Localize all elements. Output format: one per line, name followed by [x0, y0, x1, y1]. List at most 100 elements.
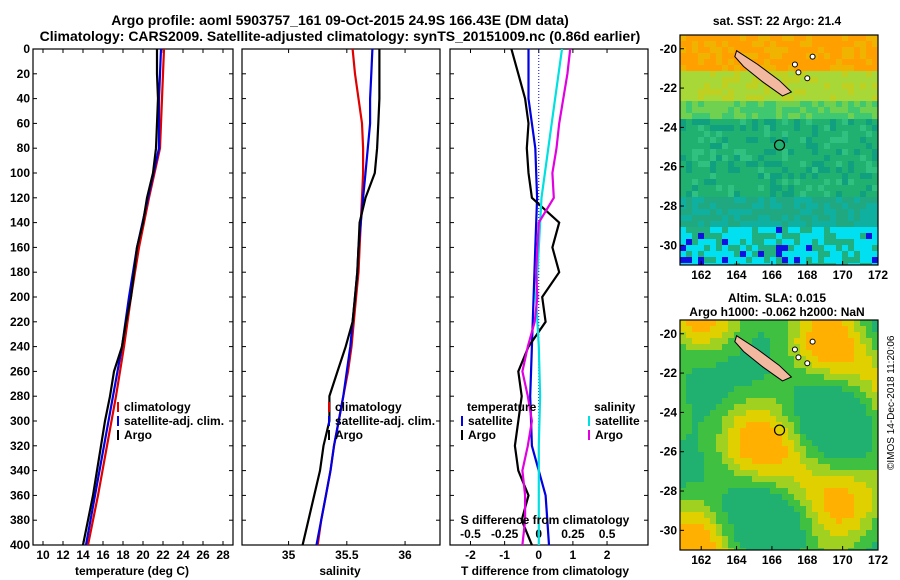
s-difference-axis-label: S difference from climatology	[461, 513, 630, 527]
legend-label-satellite-adj: satellite-adj. clim.	[124, 414, 224, 428]
sal-xtick-label: 35.5	[335, 548, 359, 562]
loyalty-island	[809, 53, 816, 60]
depth-tick-label: 320	[10, 439, 30, 453]
depth-tick-label: 360	[10, 488, 30, 502]
sst-argo-position-marker	[773, 139, 786, 151]
t-difference-axis-label: T difference from climatology	[461, 564, 629, 578]
sdiff-tick-label: -0.5	[460, 527, 481, 541]
depth-tick-label: 0	[23, 42, 30, 56]
depth-tick-label: 140	[10, 216, 30, 230]
depth-tick-label: 380	[10, 513, 30, 527]
sla-lon-tick-label: 162	[691, 553, 711, 567]
legend-title-temperature: temperature	[467, 400, 537, 414]
sla-map-frame	[679, 319, 879, 551]
loyalty-island	[795, 354, 802, 361]
temp-line-argo	[81, 49, 160, 545]
sst-lat-tick-label: -24	[660, 120, 678, 134]
difference-legend: temperature satellite Argo salinity sate…	[461, 400, 640, 442]
legend-label-argo: Argo	[335, 428, 363, 442]
salinity-axis-label: salinity	[319, 564, 361, 578]
diff-xtick-label: 2	[604, 548, 611, 562]
depth-tick-label: 80	[17, 141, 31, 155]
new-caledonia-landmass	[734, 334, 793, 382]
loyalty-island	[791, 346, 798, 353]
sst-lon-tick-label: 166	[762, 268, 782, 282]
sst-lat-tick-label: -28	[660, 199, 678, 213]
diff-plot-frame	[449, 48, 649, 546]
temp-xtick-label: 22	[156, 548, 170, 562]
sst-lat-tick-label: -22	[660, 81, 678, 95]
temperature-legend: climatology satellite-adj. clim. Argo	[117, 400, 224, 442]
sla-lon-tick-label: 168	[797, 553, 817, 567]
temp-xtick-label: 20	[136, 548, 150, 562]
depth-tick-label: 160	[10, 240, 30, 254]
sal-plot-frame	[241, 48, 441, 546]
temp-line-satellite-adj-clim-	[84, 49, 163, 545]
diff-line-salinity-argo	[521, 49, 572, 545]
depth-tick-label: 240	[10, 340, 30, 354]
sst-lat-tick-label: -26	[660, 160, 678, 174]
temp-plot-frame	[32, 48, 234, 546]
sst-map-field	[680, 35, 878, 265]
depth-tick-label: 280	[10, 389, 30, 403]
depth-tick-label: 180	[10, 265, 30, 279]
sst-lon-tick-label: 172	[868, 268, 888, 282]
sdiff-tick-label: -0.25	[491, 527, 519, 541]
depth-tick-label: 220	[10, 315, 30, 329]
sst-map-frame	[679, 34, 879, 266]
sla-map-subtitle: Argo h1000: -0.062 h2000: NaN	[689, 305, 864, 319]
sla-argo-position-marker	[773, 424, 786, 436]
sla-lon-tick-label: 172	[868, 553, 888, 567]
temp-xtick-label: 12	[56, 548, 70, 562]
depth-tick-label: 40	[17, 92, 31, 106]
depth-tick-label: 20	[17, 67, 31, 81]
legend-label-climatology: climatology	[335, 400, 402, 414]
figure-title-line1: Argo profile: aoml 5903757_161 09-Oct-20…	[111, 12, 569, 28]
new-caledonia-landmass	[734, 49, 793, 97]
legend-label-satellite-adj: satellite-adj. clim.	[335, 414, 435, 428]
legend-label-t-satellite: satellite	[468, 414, 513, 428]
diff-series-group	[510, 49, 572, 545]
salinity-legend: climatology satellite-adj. clim. Argo	[328, 400, 435, 442]
loyalty-island	[804, 75, 811, 82]
sal-line-argo	[301, 49, 381, 545]
sst-lon-tick-label: 162	[691, 268, 711, 282]
sst-lon-tick-label: 170	[833, 268, 853, 282]
temp-series-group	[81, 49, 166, 545]
loyalty-island	[791, 61, 798, 68]
temp-xtick-label: 14	[76, 548, 90, 562]
sla-lat-tick-label: -28	[660, 484, 678, 498]
loyalty-island	[809, 338, 816, 345]
sla-lon-tick-label: 166	[762, 553, 782, 567]
sal-xtick-label: 36	[398, 548, 412, 562]
sla-map-title: Altim. SLA: 0.015	[728, 291, 826, 305]
temp-xtick-label: 24	[176, 548, 190, 562]
sst-lon-tick-label: 168	[797, 268, 817, 282]
temp-xtick-label: 28	[216, 548, 230, 562]
legend-label-s-satellite: satellite	[595, 414, 640, 428]
depth-tick-label: 300	[10, 414, 30, 428]
figure-title-line2: Climatology: CARS2009. Satellite-adjuste…	[39, 28, 641, 44]
depth-tick-label: 260	[10, 364, 30, 378]
depth-tick-label: 200	[10, 290, 30, 304]
sal-xtick-label: 35	[282, 548, 296, 562]
depth-tick-label: 100	[10, 166, 30, 180]
depth-tick-label: 60	[17, 116, 31, 130]
legend-label-argo: Argo	[124, 428, 152, 442]
diff-line-temperature-satellite	[527, 49, 551, 545]
sst-map-title: sat. SST: 22 Argo: 21.4	[713, 14, 842, 28]
temperature-axis-label: temperature (deg C)	[75, 564, 189, 578]
sdiff-tick-label: 0.5	[599, 527, 616, 541]
sla-lat-tick-label: -24	[660, 405, 678, 419]
sla-lon-tick-label: 164	[727, 553, 747, 567]
diff-xtick-label: 1	[570, 548, 577, 562]
diff-line-salinity-satellite	[534, 49, 564, 545]
temp-xtick-label: 16	[96, 548, 110, 562]
diff-xtick-label: -1	[499, 548, 510, 562]
sla-lat-tick-label: -20	[660, 327, 678, 341]
temp-xtick-label: 26	[196, 548, 210, 562]
sdiff-tick-label: 0.25	[561, 527, 585, 541]
legend-title-salinity: salinity	[594, 400, 636, 414]
depth-tick-label: 340	[10, 464, 30, 478]
diff-xtick-label: -2	[465, 548, 476, 562]
